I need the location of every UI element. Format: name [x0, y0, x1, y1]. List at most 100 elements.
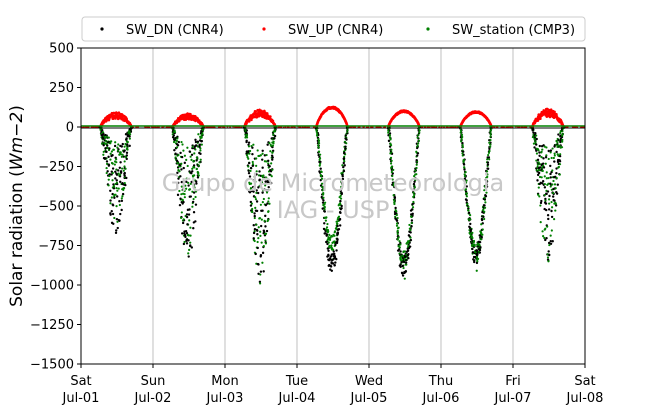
data-point-sw-station	[272, 133, 275, 136]
data-point-sw-station	[180, 185, 183, 188]
data-point-sw-station	[460, 133, 464, 136]
data-point-sw-station	[247, 157, 250, 160]
data-point-sw-dn	[195, 182, 198, 185]
data-point-sw-station	[113, 163, 116, 166]
data-point-sw-station	[326, 222, 329, 226]
data-point-sw-dn	[119, 171, 123, 174]
data-point-sw-dn	[249, 200, 253, 204]
data-point-sw-dn	[111, 212, 115, 216]
data-point-sw-station	[550, 206, 554, 209]
data-point-sw-dn	[182, 166, 185, 170]
data-point-sw-dn	[333, 254, 336, 258]
data-point-sw-station	[409, 236, 412, 239]
x-tick-weekday: Wed	[355, 374, 383, 389]
data-point-sw-dn	[269, 181, 273, 185]
data-point-sw-dn	[188, 208, 191, 211]
data-point-sw-dn	[118, 166, 122, 170]
data-point-sw-station	[193, 174, 196, 177]
data-point-sw-dn	[546, 214, 550, 217]
data-point-sw-station	[387, 131, 390, 134]
data-point-sw-dn	[192, 211, 196, 214]
data-point-sw-station	[192, 197, 195, 201]
data-point-sw-dn	[543, 186, 547, 189]
data-point-sw-station	[398, 240, 401, 243]
y-axis-unit: Wm−2	[7, 112, 27, 170]
data-point-sw-dn	[177, 140, 180, 144]
data-point-sw-station	[182, 149, 185, 152]
data-point-sw-dn	[118, 199, 121, 203]
data-point-sw-dn	[256, 229, 259, 232]
data-point-sw-station	[552, 156, 555, 160]
data-point-sw-station	[111, 162, 114, 165]
data-point-sw-dn	[263, 230, 266, 234]
data-point-sw-dn	[532, 131, 535, 134]
data-point-sw-station	[118, 153, 121, 156]
data-point-sw-dn	[556, 183, 559, 186]
data-point-sw-station	[467, 205, 470, 208]
data-point-sw-station	[392, 182, 395, 185]
data-point-sw-dn	[540, 182, 544, 185]
data-point-sw-station	[273, 128, 276, 131]
data-point-sw-station	[395, 224, 399, 227]
data-point-sw-station	[320, 170, 323, 174]
data-point-sw-dn	[472, 260, 476, 264]
data-point-sw-station	[550, 200, 553, 204]
data-point-sw-dn	[482, 215, 485, 219]
data-point-sw-dn	[114, 231, 118, 235]
data-point-sw-station	[189, 226, 192, 229]
data-point-sw-station	[547, 198, 551, 201]
data-point-sw-dn	[180, 155, 184, 159]
x-tick-date: Jul-03	[206, 391, 244, 406]
data-point-sw-station	[317, 137, 320, 141]
data-point-sw-station	[485, 191, 488, 194]
data-point-sw-dn	[463, 182, 467, 186]
data-point-sw-station	[414, 169, 417, 172]
data-point-sw-station	[172, 140, 176, 144]
data-point-sw-dn	[106, 144, 109, 147]
data-point-sw-station	[265, 191, 269, 194]
data-point-sw-station	[252, 143, 255, 146]
data-point-sw-station	[261, 261, 264, 264]
data-point-sw-dn	[254, 252, 257, 256]
data-point-sw-dn	[340, 187, 343, 190]
legend-label: SW_DN (CNR4)	[126, 23, 224, 38]
data-point-sw-dn	[114, 177, 117, 180]
data-point-sw-dn	[341, 173, 344, 176]
data-point-sw-station	[183, 196, 186, 199]
data-point-sw-up	[549, 108, 553, 112]
data-point-sw-station	[415, 166, 418, 170]
data-point-sw-dn	[332, 250, 335, 253]
data-point-sw-dn	[334, 243, 337, 247]
data-point-sw-station	[485, 176, 488, 179]
data-point-sw-station	[465, 195, 468, 198]
data-point-sw-station	[389, 156, 393, 159]
data-point-sw-station	[531, 135, 534, 139]
data-point-sw-station	[537, 161, 540, 164]
data-point-sw-station	[255, 164, 258, 167]
data-point-sw-dn	[551, 240, 554, 243]
data-point-sw-station	[390, 165, 394, 168]
data-point-sw-station	[471, 231, 474, 234]
data-point-sw-dn	[107, 155, 110, 159]
data-point-sw-dn	[259, 224, 263, 228]
data-point-sw-station	[409, 215, 413, 218]
y-tick-label: 250	[49, 81, 74, 96]
data-point-sw-station	[343, 140, 347, 143]
data-point-sw-dn	[125, 157, 128, 161]
data-point-sw-dn	[256, 233, 259, 236]
data-point-sw-station	[317, 150, 321, 153]
data-point-sw-dn	[336, 231, 340, 234]
data-point-sw-station	[245, 133, 249, 136]
data-point-sw-station	[264, 184, 267, 187]
data-point-sw-station	[197, 164, 200, 167]
data-point-sw-station	[254, 198, 258, 201]
data-point-sw-station	[116, 149, 120, 152]
data-point-sw-station	[333, 234, 336, 237]
data-point-sw-station	[318, 164, 321, 167]
data-point-sw-station	[323, 206, 326, 209]
data-point-sw-up	[114, 117, 117, 120]
data-point-sw-dn	[548, 194, 551, 198]
data-point-sw-dn	[321, 207, 324, 210]
data-point-sw-dn	[249, 204, 253, 207]
data-point-sw-dn	[469, 228, 473, 231]
